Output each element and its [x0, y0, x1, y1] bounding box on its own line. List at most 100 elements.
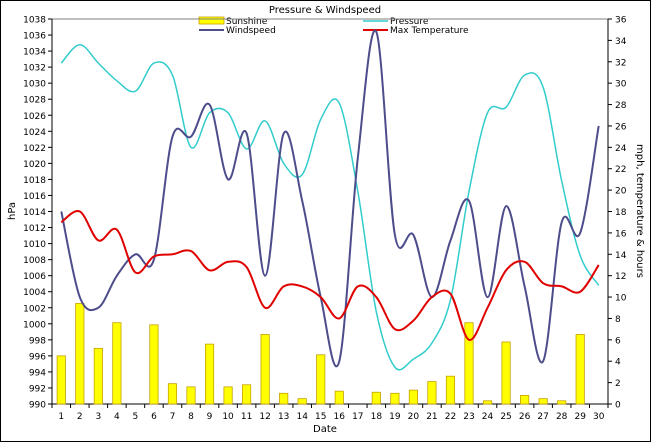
x-tick-label: 12	[259, 412, 270, 422]
sunshine-bar	[112, 322, 122, 405]
x-tick-label: 3	[95, 412, 101, 422]
x-tick-label: 30	[593, 412, 605, 422]
sunshine-bar	[408, 389, 418, 405]
x-tick-label: 25	[500, 412, 511, 422]
right-tick-label: 0	[615, 401, 621, 411]
left-tick-label: 1020	[23, 160, 46, 170]
legend-label-windspeed: Windspeed	[226, 26, 276, 36]
x-tick-label: 4	[114, 412, 120, 422]
left-tick-label: 1038	[23, 16, 46, 26]
left-tick-label: 1022	[23, 144, 46, 154]
max-temperature-line	[60, 210, 600, 341]
legend: Sunshine Pressure Windspeed Max Temperat…	[198, 16, 469, 36]
left-tick-label: 1010	[23, 240, 46, 250]
sunshine-bar	[204, 343, 215, 405]
sunshine-bar	[390, 392, 400, 405]
sunshine-bar	[316, 354, 326, 405]
x-tick-label: 26	[519, 412, 531, 422]
right-tick-label: 16	[615, 229, 627, 239]
left-tick-label: 1032	[23, 64, 46, 74]
right-tick-label: 32	[615, 58, 626, 68]
right-tick-label: 26	[615, 122, 627, 132]
sunshine-bar	[445, 375, 456, 405]
right-tick-label: 36	[615, 16, 627, 26]
sunshine-bar	[56, 355, 66, 405]
x-tick-label: 21	[426, 412, 437, 422]
x-tick-label: 8	[188, 412, 194, 422]
x-tick-label: 6	[151, 412, 157, 422]
left-tick-label: 1006	[23, 272, 46, 282]
x-tick-label: 1	[58, 412, 64, 422]
right-tick-label: 10	[615, 294, 627, 304]
right-tick-label: 18	[615, 208, 627, 218]
right-axis-title: mph, temperature & hours	[634, 144, 645, 278]
sunshine-bar	[167, 383, 178, 405]
sunshine-bar	[93, 347, 103, 405]
sunshine-bar	[279, 392, 289, 405]
x-tick-label: 20	[408, 412, 420, 422]
x-tick-label: 18	[371, 412, 383, 422]
sunshine-bar	[186, 386, 196, 405]
left-tick-label: 1016	[23, 192, 46, 202]
right-tick-label: 34	[615, 37, 627, 47]
chart-title: Pressure & Windspeed	[269, 5, 381, 16]
left-tick-label: 998	[29, 336, 46, 346]
left-tick-label: 1024	[23, 128, 46, 138]
x-tick-label: 24	[482, 412, 494, 422]
sunshine-bar	[482, 400, 493, 405]
x-tick-label: 14	[296, 412, 308, 422]
x-tick-label: 23	[463, 412, 474, 422]
x-tick-label: 29	[574, 412, 586, 422]
x-tick-label: 2	[77, 412, 83, 422]
x-tick-label: 19	[389, 412, 401, 422]
x-tick-label: 16	[334, 412, 346, 422]
sunshine-bar	[75, 303, 85, 405]
x-tick-label: 22	[445, 412, 456, 422]
sunshine-bar	[260, 334, 270, 405]
right-tick-label: 4	[615, 358, 621, 368]
sunshine-bar	[371, 391, 381, 405]
right-tick-label: 28	[615, 101, 627, 111]
right-tick-label: 8	[615, 315, 621, 325]
sunshine-bar	[501, 341, 511, 405]
right-tick-label: 6	[615, 336, 621, 346]
sunshine-bars	[56, 303, 585, 405]
sunshine-bar	[427, 381, 437, 405]
sunshine-bar	[557, 400, 567, 405]
left-tick-label: 992	[29, 384, 46, 394]
left-tick-label: 1012	[23, 224, 46, 234]
left-tick-label: 1036	[23, 32, 46, 42]
x-tick-label: 10	[222, 412, 234, 422]
x-tick-label: 17	[352, 412, 363, 422]
right-tick-label: 20	[615, 187, 627, 197]
left-tick-label: 990	[29, 401, 46, 411]
sunshine-bar	[575, 334, 585, 405]
left-tick-label: 1002	[23, 304, 46, 314]
legend-label-sunshine: Sunshine	[226, 17, 268, 27]
legend-swatch-sunshine	[198, 16, 225, 25]
sunshine-bar	[520, 395, 530, 405]
right-tick-label: 22	[615, 165, 626, 175]
x-tick-label: 7	[170, 412, 176, 422]
line-series	[60, 29, 600, 371]
left-tick-label: 1000	[23, 320, 46, 330]
left-axis-title: hPa	[7, 202, 18, 220]
left-axis-ticks: 990 992 994 996 998 1000 1002 1004 1006 1008 1010 1…	[23, 16, 52, 411]
x-tick-label: 28	[556, 412, 568, 422]
right-tick-label: 24	[615, 144, 627, 154]
sunshine-bar	[242, 384, 252, 405]
sunshine-bar	[149, 324, 159, 405]
left-tick-label: 1030	[23, 80, 46, 90]
x-axis-title: Date	[313, 424, 337, 435]
sunshine-bar	[297, 398, 307, 405]
sunshine-bar	[464, 322, 474, 405]
pressure-line	[60, 43, 600, 371]
right-tick-label: 30	[615, 80, 627, 90]
windspeed-line	[60, 29, 600, 368]
sunshine-bar	[334, 390, 344, 405]
x-axis-ticks: 1 2 3 4 5 6 7 8 9 10 11 12 13 14 15 16 17 18 19 20 21 22 23 24 2…	[51, 404, 609, 422]
left-tick-label: 996	[29, 352, 46, 362]
